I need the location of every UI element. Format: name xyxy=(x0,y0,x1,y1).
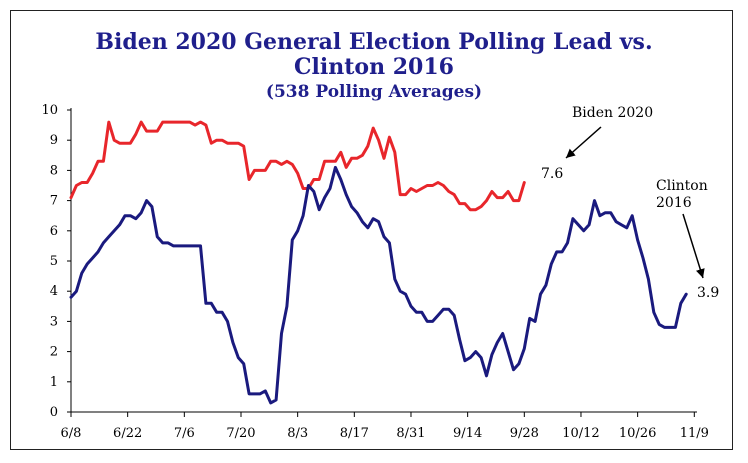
y-tick-label: 7 xyxy=(50,194,58,209)
annotation-clinton-line-1: Clinton xyxy=(656,178,708,194)
y-tick-label: 2 xyxy=(50,345,58,360)
chart-axes: 0 1 2 3 4 5 6 7 8 9 10 6/8 6/22 7/6 7/20 8/3 8/17 8/31 9/1… xyxy=(41,103,708,441)
series-layer xyxy=(69,120,688,405)
annotation-clinton-line-2: 2016 xyxy=(656,195,692,211)
series-line-clinton-2016 xyxy=(69,165,688,405)
chart-title: Biden 2020 General Election Polling Lead… xyxy=(95,29,653,80)
chart-subtitle: (538 Polling Averages) xyxy=(265,82,483,102)
series-line-biden-2020 xyxy=(69,120,526,212)
annotation-biden-2020: Biden 2020 xyxy=(572,105,653,121)
x-tick-label: 10/26 xyxy=(619,426,656,441)
x-tick-label: 8/17 xyxy=(340,426,369,441)
x-tick-label: 6/8 xyxy=(61,426,82,441)
x-tick-label: 6/22 xyxy=(113,426,142,441)
y-tick-label: 4 xyxy=(50,284,58,299)
annotation-clinton-value: 3.9 xyxy=(697,285,719,301)
x-tick-label: 9/28 xyxy=(510,426,539,441)
x-tick-label: 7/6 xyxy=(174,426,195,441)
y-tick-label: 5 xyxy=(50,254,58,269)
x-tick-label: 9/14 xyxy=(453,426,482,441)
chart-frame xyxy=(10,10,733,450)
y-tick-label: 3 xyxy=(50,314,58,329)
annotation-arrow-clinton xyxy=(682,213,705,279)
x-tick-label: 7/20 xyxy=(226,426,255,441)
annotation-arrow-biden xyxy=(565,126,602,159)
x-tick-label: 8/31 xyxy=(396,426,425,441)
y-tick-label: 9 xyxy=(50,133,58,148)
x-tick-label: 10/12 xyxy=(562,426,599,441)
y-tick-label: 6 xyxy=(50,224,58,239)
y-tick-label: 10 xyxy=(41,103,58,118)
y-tick-label: 1 xyxy=(50,375,58,390)
x-tick-label: 11/9 xyxy=(680,426,709,441)
y-tick-label: 8 xyxy=(50,163,58,178)
y-tick-label: 0 xyxy=(50,405,58,420)
annotation-biden-value: 7.6 xyxy=(541,166,563,182)
x-tick-label: 8/3 xyxy=(287,426,308,441)
